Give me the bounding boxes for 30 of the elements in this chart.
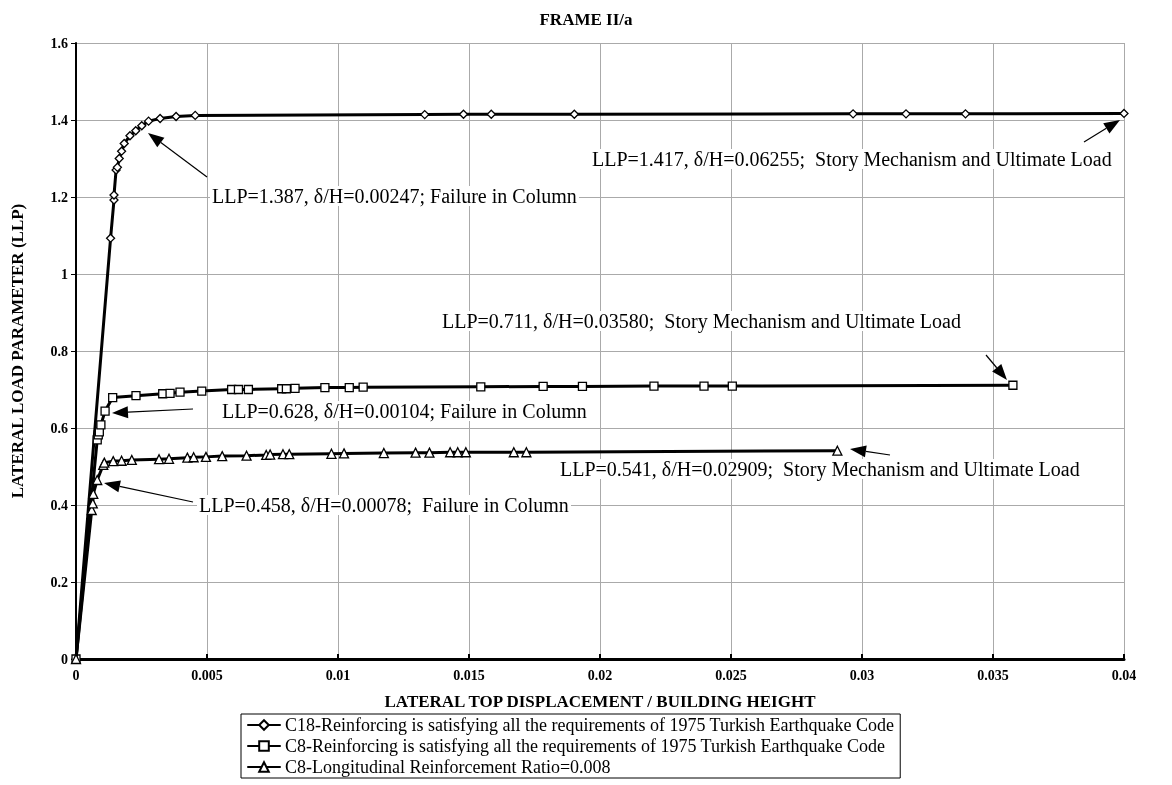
x-tick-label: 0: [72, 667, 80, 683]
x-tick-label: 0.02: [587, 667, 613, 683]
x-axis-title: LATERAL TOP DISPLACEMENT / BUILDING HEIGHT: [384, 692, 817, 711]
y-tick-label: 0.6: [50, 420, 68, 436]
annotation: LLP=0.628, δ/H=0.00104; Failure in Column: [220, 400, 589, 422]
legend-label: C8-Longitudinal Reinforcement Ratio=0.008: [285, 757, 611, 777]
annotation: LLP=0.711, δ/H=0.03580; Story Mechanism and Ultimate Load: [440, 310, 963, 332]
legend-label: C8-Reinforcing is satisfying all the requirements of 1975 Turkish Earthquake Code: [285, 736, 885, 756]
y-tick-label: 0.2: [50, 574, 68, 590]
annotation: LLP=0.541, δ/H=0.02909; Story Mechanism and Ultimate Load: [558, 458, 1082, 480]
y-tick-label: 1.6: [50, 35, 68, 51]
y-tick-label: 0.8: [50, 343, 68, 359]
x-tick-label: 0.035: [977, 667, 1009, 683]
x-tick-label: 0.005: [191, 667, 223, 683]
x-tick-label: 0.01: [325, 667, 351, 683]
y-axis-title: LATERAL LOAD PARAMETER (LLP): [8, 203, 27, 499]
annotation: LLP=1.417, δ/H=0.06255; Story Mechanism and Ultimate Load: [590, 148, 1114, 170]
y-tick-label: 0: [61, 651, 68, 667]
chart-title: FRAME II/a: [539, 10, 634, 29]
annotation: LLP=0.458, δ/H=0.00078; Failure in Column: [197, 494, 571, 516]
x-tick-label: 0.025: [715, 667, 747, 683]
x-tick-label: 0.04: [1111, 667, 1137, 683]
legend-label: C18-Reinforcing is satisfying all the requirements of 1975 Turkish Earthquake Code: [285, 715, 894, 735]
x-tick-label: 0.015: [453, 667, 485, 683]
y-tick-label: 0.4: [50, 497, 68, 513]
y-tick-label: 1.4: [50, 112, 68, 128]
y-tick-label: 1: [61, 266, 68, 282]
annotation: LLP=1.387, δ/H=0.00247; Failure in Column: [210, 185, 579, 207]
x-tick-label: 0.03: [849, 667, 875, 683]
y-tick-label: 1.2: [50, 189, 68, 205]
